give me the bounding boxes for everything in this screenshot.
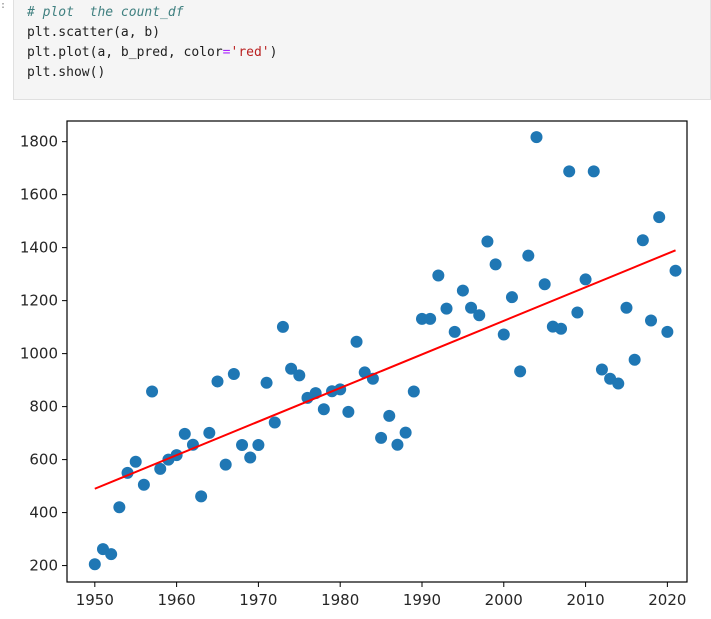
scatter-point bbox=[358, 366, 371, 379]
y-tick-label: 600 bbox=[29, 451, 58, 469]
scatter-point bbox=[465, 301, 478, 314]
y-tick-label: 1800 bbox=[20, 133, 58, 151]
scatter-point bbox=[579, 273, 592, 286]
x-tick-label: 2000 bbox=[485, 591, 523, 609]
x-tick-label: 1970 bbox=[239, 591, 277, 609]
scatter-point bbox=[661, 325, 674, 338]
x-tick-label: 2010 bbox=[566, 591, 604, 609]
x-tick-label: 1960 bbox=[158, 591, 196, 609]
scatter-point bbox=[227, 368, 240, 381]
scatter-point bbox=[293, 369, 306, 382]
x-tick-label: 1990 bbox=[403, 591, 441, 609]
plot-area bbox=[66, 120, 688, 583]
scatter-point bbox=[514, 365, 527, 378]
scatter-points bbox=[88, 131, 682, 571]
scatter-point bbox=[407, 385, 420, 398]
cell-gutter-marker: : bbox=[0, 0, 7, 11]
regression-line bbox=[94, 249, 676, 490]
scatter-point bbox=[137, 478, 150, 491]
scatter-point bbox=[456, 284, 469, 297]
scatter-point bbox=[669, 264, 682, 277]
scatter-point bbox=[350, 335, 363, 348]
scatter-point bbox=[211, 375, 224, 388]
scatter-point bbox=[571, 306, 584, 319]
scatter-point bbox=[219, 458, 232, 471]
scatter-point bbox=[203, 426, 216, 439]
code-line: plt.plot(a, b_pred, color='red') bbox=[27, 45, 277, 60]
scatter-point bbox=[424, 312, 437, 325]
scatter-point bbox=[497, 328, 510, 341]
y-tick-label: 200 bbox=[29, 557, 58, 575]
scatter-point bbox=[383, 409, 396, 422]
x-tick-label: 1980 bbox=[321, 591, 359, 609]
y-tick-label: 1000 bbox=[20, 345, 58, 363]
code-cell[interactable]: # plot the count_df plt.scatter(a, b) pl… bbox=[13, 0, 711, 100]
code-token: # plot the count_df bbox=[27, 5, 184, 20]
scatter-point bbox=[391, 438, 404, 451]
regression-lines bbox=[94, 249, 676, 490]
scatter-point bbox=[260, 376, 273, 389]
scatter-point bbox=[252, 439, 265, 452]
axis-ticks: 1950 1960 1970 1980 1990 2000 2010 2020 200 400 60… bbox=[20, 133, 687, 609]
code-token: plt.show() bbox=[27, 65, 106, 80]
scatter-point bbox=[105, 548, 118, 561]
scatter-point bbox=[375, 431, 388, 444]
y-tick-label: 400 bbox=[29, 504, 58, 522]
scatter-point bbox=[489, 258, 502, 271]
y-tick-label: 1600 bbox=[20, 186, 58, 204]
code-line: plt.scatter(a, b) bbox=[27, 25, 160, 40]
scatter-point bbox=[88, 558, 101, 571]
scatter-point bbox=[342, 405, 355, 418]
scatter-point bbox=[195, 490, 208, 503]
scatter-point bbox=[522, 249, 535, 262]
scatter-point bbox=[244, 451, 257, 464]
scatter-point bbox=[636, 234, 649, 247]
scatter-point bbox=[530, 131, 543, 144]
scatter-point bbox=[555, 322, 568, 335]
scatter-point bbox=[276, 320, 289, 333]
scatter-point bbox=[448, 325, 461, 338]
code-token: = bbox=[222, 45, 231, 60]
scatter-point bbox=[587, 165, 600, 178]
scatter-point bbox=[653, 211, 666, 224]
scatter-point bbox=[595, 363, 608, 376]
code-token: 'red' bbox=[230, 45, 270, 60]
x-tick-label: 1950 bbox=[76, 591, 114, 609]
scatter-point bbox=[285, 362, 298, 375]
scatter-point bbox=[129, 455, 142, 468]
scatter-point bbox=[113, 501, 126, 514]
scatter-point bbox=[620, 301, 633, 314]
code-token: plt.plot(a, b_pred, color bbox=[27, 45, 223, 60]
scatter-point bbox=[481, 235, 494, 248]
scatter-point bbox=[317, 403, 330, 416]
scatter-plot-chart: 1950 1960 1970 1980 1990 2000 2010 2020 200 400 60… bbox=[20, 120, 688, 609]
scatter-point bbox=[154, 462, 167, 475]
scatter-point bbox=[146, 385, 159, 398]
scatter-point bbox=[563, 165, 576, 178]
scatter-point bbox=[440, 302, 453, 315]
scatter-point bbox=[538, 278, 551, 291]
scatter-point bbox=[236, 439, 249, 452]
scatter-point bbox=[505, 291, 518, 304]
scatter-point bbox=[473, 309, 486, 322]
scatter-point bbox=[178, 427, 191, 440]
y-tick-label: 800 bbox=[29, 398, 58, 416]
code-line: plt.show() bbox=[27, 65, 105, 80]
code-token: ) bbox=[269, 45, 278, 60]
y-tick-label: 1400 bbox=[20, 239, 58, 257]
scatter-point bbox=[432, 269, 445, 282]
scatter-point bbox=[612, 377, 625, 390]
scatter-point bbox=[399, 426, 412, 439]
code-line: # plot the count_df bbox=[27, 5, 184, 20]
scatter-point bbox=[268, 416, 281, 429]
scatter-point bbox=[628, 353, 641, 366]
x-tick-label: 2020 bbox=[648, 591, 686, 609]
cell-output: 1950 1960 1970 1980 1990 2000 2010 2020 200 400 60… bbox=[0, 108, 711, 619]
scatter-point bbox=[645, 314, 658, 327]
code-token: plt.scatter(a, b) bbox=[27, 25, 161, 40]
code-editor[interactable]: # plot the count_df plt.scatter(a, b) pl… bbox=[27, 3, 277, 83]
y-tick-label: 1200 bbox=[20, 292, 58, 310]
